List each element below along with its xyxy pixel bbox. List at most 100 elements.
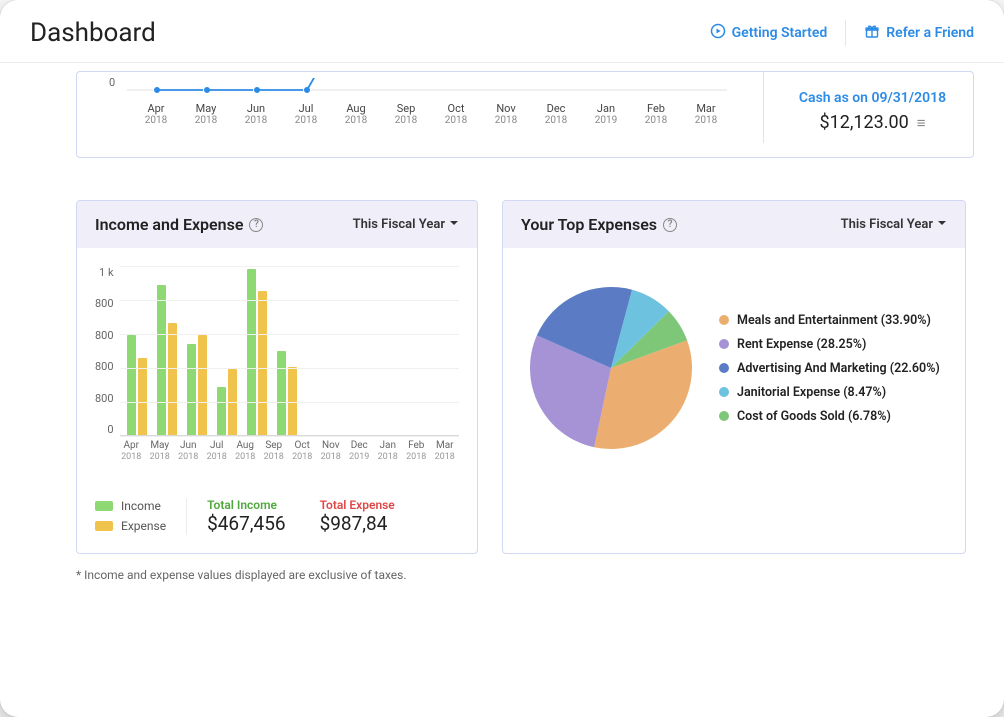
total-income-block: Total Income $467,456	[207, 498, 286, 535]
y-tick-label: 800	[95, 297, 114, 310]
cash-panel: Cash as on 09/31/2018 $12,123.00 ≡	[763, 72, 973, 143]
bar-group	[152, 269, 182, 435]
cash-flow-card: 0 Apr2018May2018Jun2018Jul2018Aug2018Sep…	[76, 71, 974, 158]
income-expense-card: Income and Expense ? This Fiscal Year 1 …	[76, 200, 478, 554]
pie-legend-item: Rent Expense (28.25%)	[719, 337, 947, 352]
y-tick-label: 800	[95, 360, 114, 373]
top-expenses-body: Meals and Entertainment (33.90%) Rent Exp…	[503, 248, 965, 500]
line-chart-svg	[97, 78, 737, 102]
x-axis-label: Jun2018	[231, 102, 281, 127]
income-expense-legend-row: Income Expense Total Income $467,456	[95, 488, 459, 535]
top-expenses-title-text: Your Top Expenses	[521, 215, 657, 234]
income-expense-range-label: This Fiscal Year	[353, 217, 445, 232]
cash-as-on-label: Cash as on 09/31/2018	[786, 90, 959, 106]
total-income-value: $467,456	[207, 512, 286, 535]
top-expenses-card: Your Top Expenses ? This Fiscal Year Mea…	[502, 200, 966, 554]
x-axis-label: May2018	[181, 102, 231, 127]
total-income-label: Total Income	[207, 498, 286, 512]
x-axis-label: Jul2018	[203, 440, 232, 462]
expense-bar	[168, 323, 177, 435]
x-axis-label: Sep2018	[260, 440, 289, 462]
income-expense-footnote: * Income and expense values displayed ar…	[76, 568, 974, 582]
x-axis-label: Apr2018	[131, 102, 181, 127]
x-axis-label: Mar2018	[431, 440, 460, 462]
bar-group	[242, 269, 272, 435]
x-axis-label: Sep2018	[381, 102, 431, 127]
help-icon[interactable]: ?	[663, 218, 677, 232]
income-expense-title: Income and Expense ?	[95, 215, 263, 234]
y-tick-label: 1 k	[99, 266, 114, 279]
x-axis-label: Aug2018	[331, 102, 381, 127]
page-title: Dashboard	[30, 18, 156, 48]
refer-friend-label: Refer a Friend	[886, 25, 974, 41]
x-axis-label: Dec2018	[531, 102, 581, 127]
bar-group	[332, 269, 362, 435]
total-expense-block: Total Expense $987,84	[320, 498, 395, 535]
x-axis-label: May2018	[146, 440, 175, 462]
pie-legend-dot	[719, 315, 729, 325]
pie-chart	[521, 278, 701, 458]
caret-down-icon	[937, 217, 947, 232]
y-tick-label: 800	[95, 329, 114, 342]
income-bar	[247, 269, 256, 435]
cash-amount: $12,123.00	[820, 112, 909, 133]
pie-legend-label: Meals and Entertainment (33.90%)	[737, 313, 931, 328]
x-axis-label: Nov2018	[481, 102, 531, 127]
income-expense-title-text: Income and Expense	[95, 215, 243, 234]
expense-swatch	[95, 521, 113, 531]
pie-legend-label: Advertising And Marketing (22.60%)	[737, 361, 940, 376]
bar-group	[272, 269, 302, 435]
header-actions: Getting Started Refer a Friend	[710, 20, 974, 46]
y-tick-label: 0	[107, 423, 113, 436]
bar-group	[212, 269, 242, 435]
top-expenses-header: Your Top Expenses ? This Fiscal Year	[503, 201, 965, 248]
help-icon[interactable]: ?	[249, 218, 263, 232]
x-axis-label: Aug2018	[231, 440, 260, 462]
bar-group	[122, 269, 152, 435]
pie-legend-dot	[719, 387, 729, 397]
refer-friend-link[interactable]: Refer a Friend	[864, 23, 974, 43]
expense-bar	[138, 358, 147, 435]
top-expenses-range-label: This Fiscal Year	[841, 217, 933, 232]
pie-legend-dot	[719, 339, 729, 349]
legend-income: Income	[95, 499, 166, 513]
income-swatch	[95, 501, 113, 511]
pie-legend-item: Meals and Entertainment (33.90%)	[719, 313, 947, 328]
x-axis-label: Jun2018	[174, 440, 203, 462]
x-axis-label: Dec2019	[345, 440, 374, 462]
getting-started-label: Getting Started	[732, 25, 828, 41]
pie-legend-item: Cost of Goods Sold (6.78%)	[719, 409, 947, 424]
getting-started-link[interactable]: Getting Started	[710, 23, 828, 43]
top-expenses-range-select[interactable]: This Fiscal Year	[841, 217, 947, 232]
x-axis-label: Jan2019	[581, 102, 631, 127]
pie-legend-dot	[719, 411, 729, 421]
income-expense-body: 1 k 800 800 800 800 0 Apr2018May2018Jun2018Ju…	[77, 248, 477, 553]
bar-x-axis: Apr2018May2018Jun2018Jul2018Aug2018Sep20…	[117, 440, 459, 462]
pie-legend-item: Janitorial Expense (8.47%)	[719, 385, 947, 400]
pie-legend-label: Janitorial Expense (8.47%)	[737, 385, 886, 400]
income-expense-header: Income and Expense ? This Fiscal Year	[77, 201, 477, 248]
menu-icon[interactable]: ≡	[917, 114, 926, 132]
bar-y-axis: 1 k 800 800 800 800 0	[95, 266, 120, 436]
legend-expense-label: Expense	[121, 519, 166, 533]
expense-bar	[258, 291, 267, 435]
cash-flow-chart: 0 Apr2018May2018Jun2018Jul2018Aug2018Sep…	[97, 72, 763, 143]
income-expense-range-select[interactable]: This Fiscal Year	[353, 217, 459, 232]
play-circle-icon	[710, 23, 726, 43]
income-bar	[217, 387, 226, 435]
line-x-axis: Apr2018May2018Jun2018Jul2018Aug2018Sep20…	[131, 102, 763, 127]
pie-legend-dot	[719, 363, 729, 373]
bar-plot	[120, 266, 459, 436]
x-axis-label: Apr2018	[117, 440, 146, 462]
content: 0 Apr2018May2018Jun2018Jul2018Aug2018Sep…	[0, 63, 1004, 602]
income-bar	[157, 285, 166, 435]
bar-group	[362, 269, 392, 435]
income-bar	[187, 344, 196, 435]
caret-down-icon	[449, 217, 459, 232]
bar-group	[422, 269, 452, 435]
x-axis-label: Oct2018	[431, 102, 481, 127]
x-axis-label: Feb2018	[631, 102, 681, 127]
y-tick-label: 800	[95, 392, 114, 405]
income-bar	[277, 351, 286, 436]
header: Dashboard Getting Started Refer a Friend	[0, 0, 1004, 63]
